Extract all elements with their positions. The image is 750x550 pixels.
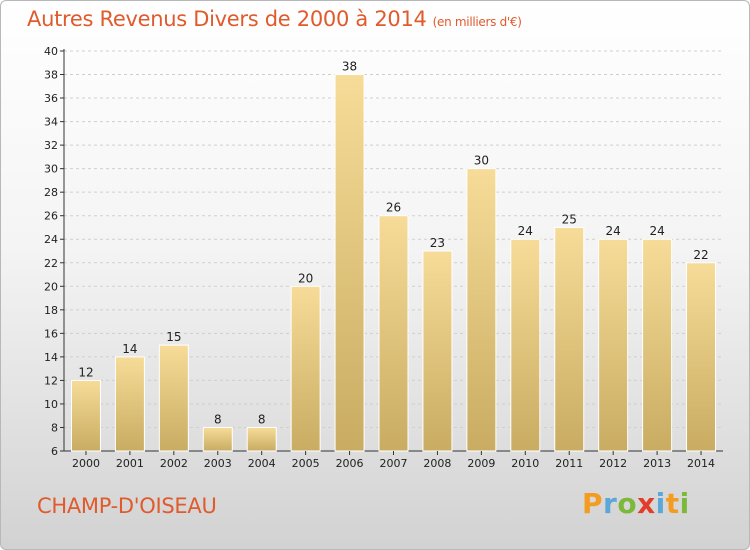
x-tick-label: 2003 bbox=[204, 457, 232, 470]
bar bbox=[378, 215, 409, 452]
bar bbox=[422, 250, 453, 452]
y-tick-label: 8 bbox=[51, 421, 58, 434]
data-label: 38 bbox=[342, 60, 357, 74]
logo-letter: t bbox=[665, 487, 680, 520]
x-tick-label: 2002 bbox=[160, 457, 188, 470]
bar bbox=[466, 168, 497, 452]
data-label: 14 bbox=[122, 342, 137, 356]
y-tick-label: 26 bbox=[44, 210, 58, 223]
y-tick-label: 32 bbox=[44, 139, 58, 152]
data-label: 30 bbox=[474, 154, 489, 168]
y-tick-label: 20 bbox=[44, 280, 58, 293]
x-tick-label: 2007 bbox=[380, 457, 408, 470]
bars bbox=[70, 74, 717, 452]
x-tick-label: 2001 bbox=[116, 457, 144, 470]
y-tick-label: 16 bbox=[44, 327, 58, 340]
proxiti-logo: Proxiti bbox=[582, 487, 690, 520]
x-tick-label: 2010 bbox=[511, 457, 539, 470]
data-label: 23 bbox=[430, 236, 445, 250]
data-label: 22 bbox=[693, 248, 708, 262]
x-tick-label: 2013 bbox=[643, 457, 671, 470]
y-tick-label: 12 bbox=[44, 374, 58, 387]
bar bbox=[334, 74, 365, 452]
data-label: 8 bbox=[214, 412, 222, 426]
y-tick-label: 30 bbox=[44, 163, 58, 176]
x-tick-label: 2009 bbox=[467, 457, 495, 470]
x-tick-label: 2006 bbox=[336, 457, 364, 470]
logo-letter: o bbox=[617, 487, 638, 520]
x-axis-ticks: 2000 2001 2002 2003 2004 2005 2006 2007 2008 2009… bbox=[72, 451, 715, 470]
y-tick-label: 24 bbox=[44, 233, 58, 246]
logo-letter: x bbox=[637, 487, 656, 520]
logo-letter: i bbox=[655, 487, 666, 520]
data-label: 20 bbox=[298, 271, 313, 285]
bar bbox=[510, 238, 541, 452]
data-label: 25 bbox=[562, 212, 577, 226]
y-tick-label: 22 bbox=[44, 257, 58, 270]
data-label: 24 bbox=[606, 224, 621, 238]
x-tick-label: 2005 bbox=[292, 457, 320, 470]
logo-letter: P bbox=[582, 487, 604, 520]
place-name: CHAMP-D'OISEAU bbox=[37, 494, 217, 518]
y-tick-label: 14 bbox=[44, 351, 58, 364]
title-text: Autres Revenus Divers de 2000 à 2014 bbox=[27, 7, 427, 31]
bar bbox=[202, 426, 233, 452]
y-tick-label: 36 bbox=[44, 92, 58, 105]
logo-letter: r bbox=[603, 487, 618, 520]
x-tick-label: 2008 bbox=[423, 457, 451, 470]
bar bbox=[290, 285, 321, 452]
bar bbox=[158, 344, 189, 452]
x-tick-label: 2012 bbox=[599, 457, 627, 470]
bar bbox=[598, 238, 629, 452]
data-label: 26 bbox=[386, 201, 401, 215]
y-tick-label: 10 bbox=[44, 398, 58, 411]
chart-title: Autres Revenus Divers de 2000 à 2014 (en … bbox=[27, 7, 522, 31]
data-label: 12 bbox=[78, 365, 93, 379]
bar bbox=[246, 426, 277, 452]
logo-letter: i bbox=[679, 487, 690, 520]
bar bbox=[642, 238, 673, 452]
x-tick-label: 2004 bbox=[248, 457, 276, 470]
x-tick-label: 2014 bbox=[687, 457, 715, 470]
y-tick-label: 40 bbox=[44, 45, 58, 58]
data-label: 24 bbox=[649, 224, 664, 238]
data-label: 24 bbox=[518, 224, 533, 238]
bar bbox=[686, 262, 717, 452]
y-tick-label: 18 bbox=[44, 304, 58, 317]
data-label: 8 bbox=[258, 412, 266, 426]
bar bbox=[554, 226, 585, 452]
y-tick-label: 34 bbox=[44, 116, 58, 129]
data-labels: 12 14 15 8 8 20 38 26 23 30 24 25 24 24 22 bbox=[78, 60, 708, 427]
unit-label: (en milliers d'€) bbox=[432, 15, 522, 29]
y-tick-label: 28 bbox=[44, 186, 58, 199]
y-tick-label: 6 bbox=[51, 445, 58, 458]
bar bbox=[70, 379, 101, 452]
y-tick-label: 38 bbox=[44, 69, 58, 82]
y-axis-ticks: 6 8 10 12 14 16 18 20 22 24 26 28 30 32 34 36 38 40 bbox=[44, 45, 64, 458]
data-label: 15 bbox=[166, 330, 181, 344]
x-tick-label: 2000 bbox=[72, 457, 100, 470]
bar bbox=[114, 356, 145, 452]
x-tick-label: 2011 bbox=[555, 457, 583, 470]
